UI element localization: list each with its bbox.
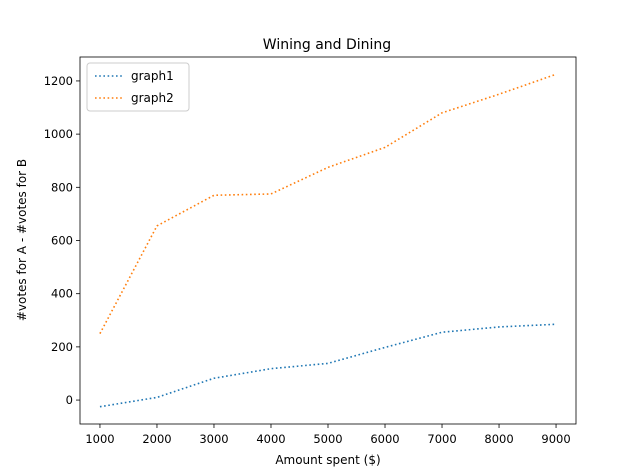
y-tick-label: 400 <box>51 287 73 301</box>
x-tick-label: 8000 <box>484 432 513 446</box>
x-tick-label: 5000 <box>313 432 342 446</box>
x-tick-label: 9000 <box>541 432 570 446</box>
legend-box <box>86 62 190 112</box>
series-line-graph2 <box>99 73 557 334</box>
x-tick-label: 7000 <box>427 432 456 446</box>
y-tick-label: 800 <box>51 180 73 194</box>
y-tick-label: 1200 <box>44 74 73 88</box>
x-tick-label: 2000 <box>142 432 171 446</box>
y-tick-label: 600 <box>51 234 73 248</box>
y-tick-label: 0 <box>66 393 73 407</box>
x-tick-label: 4000 <box>256 432 285 446</box>
chart-title: Wining and Dining <box>263 37 391 53</box>
series-layer <box>99 73 557 408</box>
x-tick-label: 6000 <box>370 432 399 446</box>
plot-area <box>79 56 577 425</box>
plot-frame <box>79 56 577 425</box>
y-tick-label: 1000 <box>44 127 73 141</box>
y-axis-label: #votes for A - #votes for B <box>15 159 29 321</box>
x-tick-label: 1000 <box>85 432 114 446</box>
legend-label: graph2 <box>131 91 174 105</box>
x-axis: 1000 2000 3000 4000 5000 6000 7000 8000 9000 <box>85 424 571 446</box>
legend: graph1 graph2 <box>86 62 190 112</box>
y-axis: 0 200 400 600 800 1000 1200 <box>44 74 80 407</box>
y-tick-label: 200 <box>51 340 73 354</box>
x-tick-label: 3000 <box>199 432 228 446</box>
legend-label: graph1 <box>131 69 174 83</box>
x-axis-label: Amount spent ($) <box>275 453 380 467</box>
